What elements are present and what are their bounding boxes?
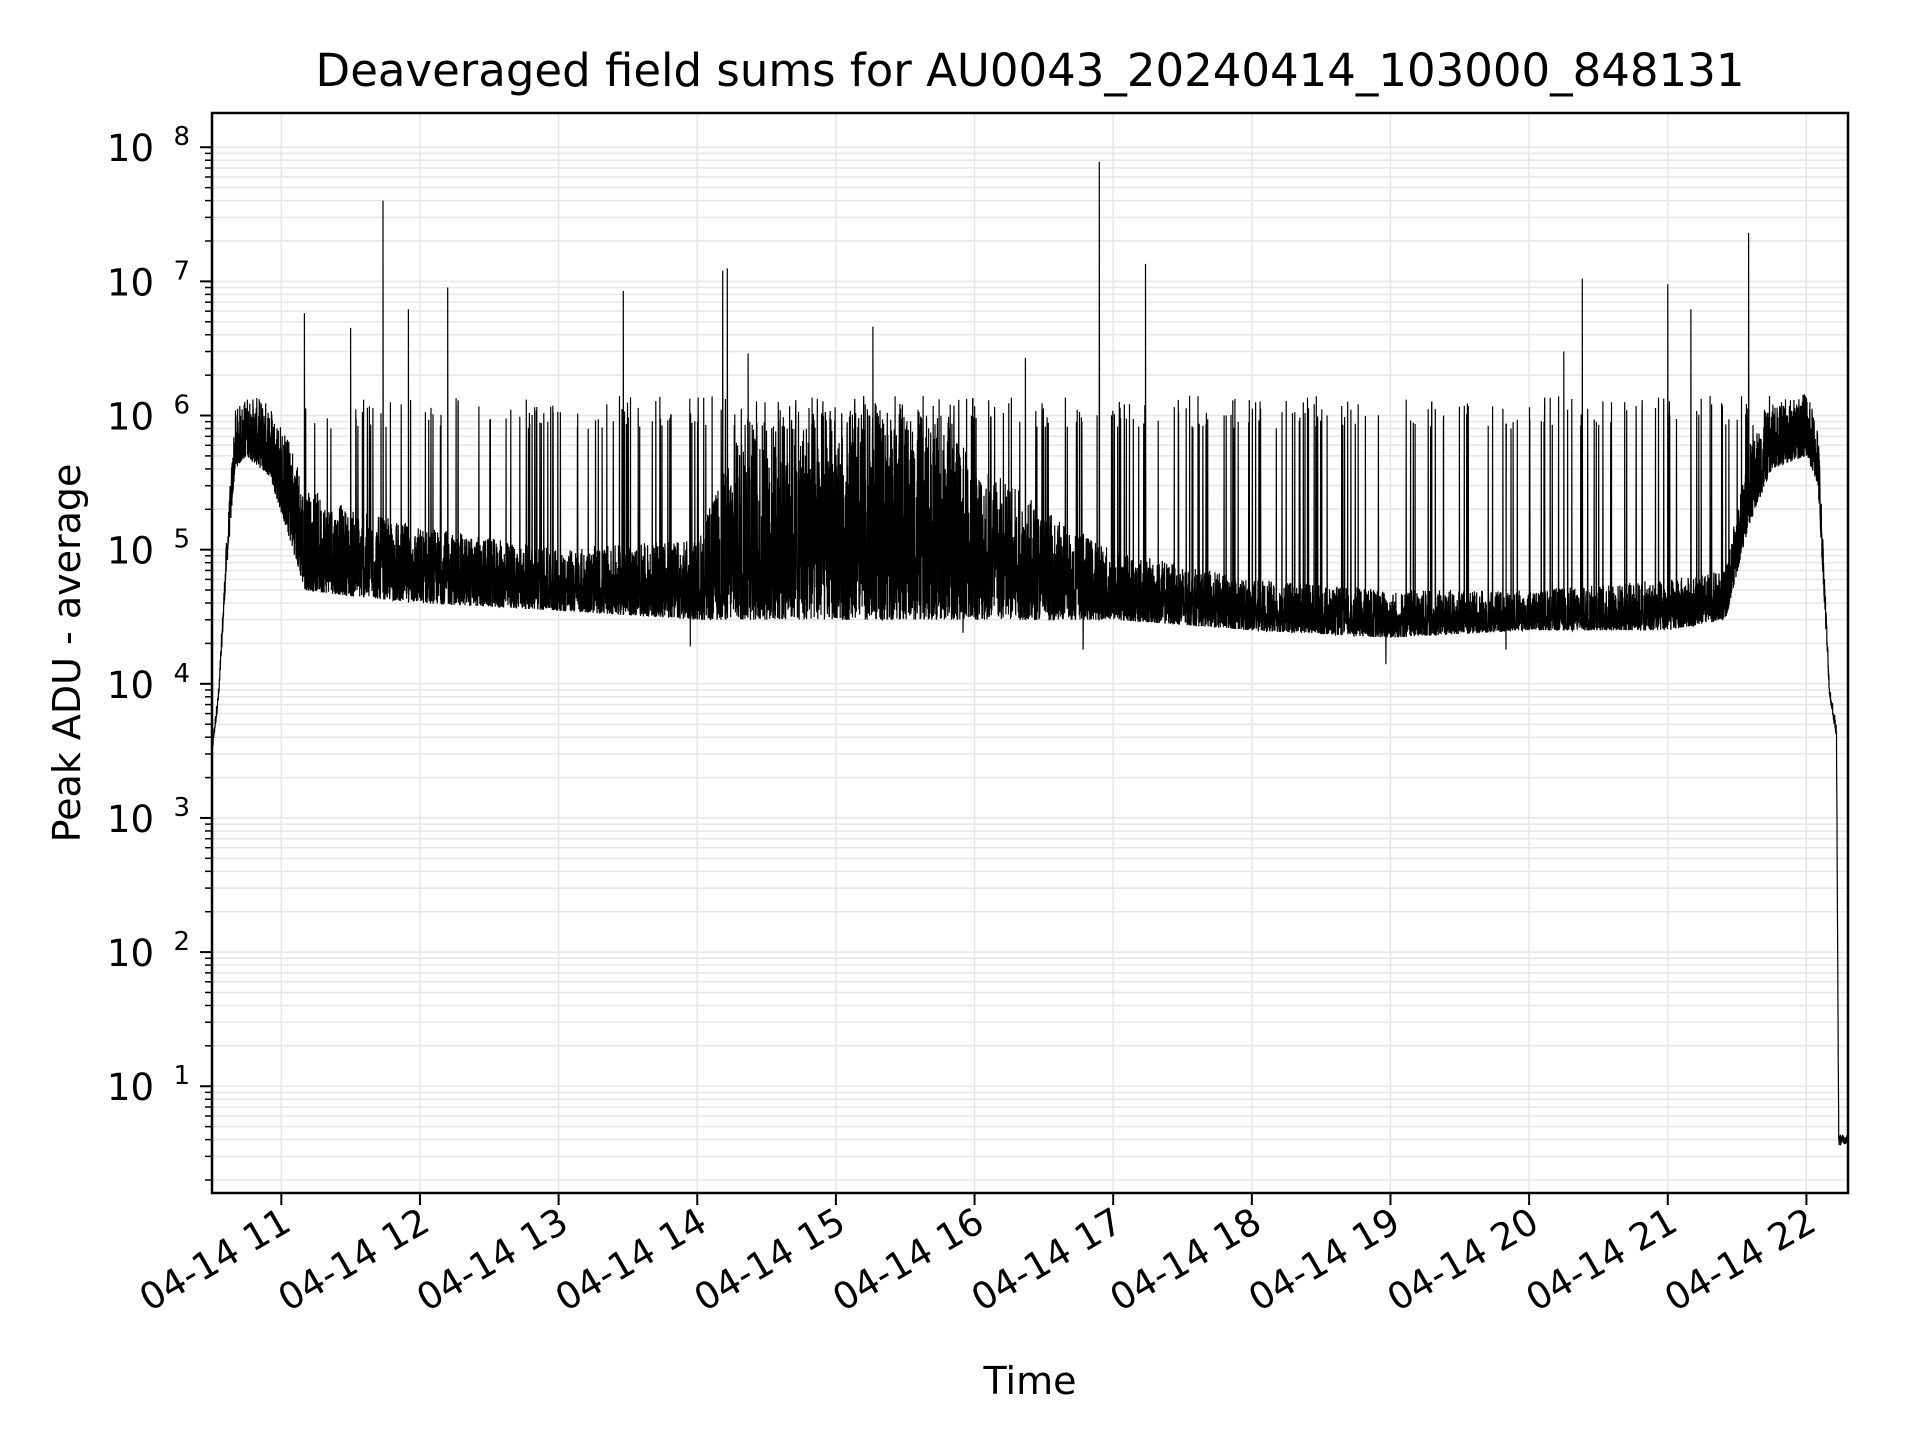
y-tick-exponent: 4 <box>173 659 190 689</box>
y-tick-label: 10 <box>107 798 154 841</box>
y-tick-label: 10 <box>107 1066 154 1109</box>
series-line <box>211 161 1849 1146</box>
y-tick-exponent: 7 <box>173 256 190 286</box>
series-path <box>211 161 1849 1146</box>
y-tick-exponent: 8 <box>173 122 190 152</box>
y-tick-exponent: 1 <box>173 1061 190 1091</box>
grid <box>212 113 1848 1193</box>
y-axis-label: Peak ADU - average <box>45 464 89 843</box>
chart-title: Deaveraged field sums for AU0043_2024041… <box>316 44 1745 97</box>
y-tick-exponent: 2 <box>173 927 190 957</box>
y-tick-label: 10 <box>107 932 154 975</box>
y-tick-label: 10 <box>107 261 154 304</box>
y-axis-ticks: 10 1 10 2 10 3 10 4 10 5 10 6 10 7 10 8 <box>107 122 212 1181</box>
y-tick-label: 10 <box>107 127 154 170</box>
y-tick-label: 10 <box>107 396 154 439</box>
y-tick-exponent: 6 <box>173 391 190 421</box>
y-tick-label: 10 <box>107 664 154 707</box>
x-axis-label: Time <box>983 1359 1077 1403</box>
y-tick-exponent: 5 <box>173 525 190 555</box>
y-tick-label: 10 <box>107 530 154 573</box>
plot-frame <box>210 111 1850 1195</box>
y-tick-exponent: 3 <box>173 793 190 823</box>
